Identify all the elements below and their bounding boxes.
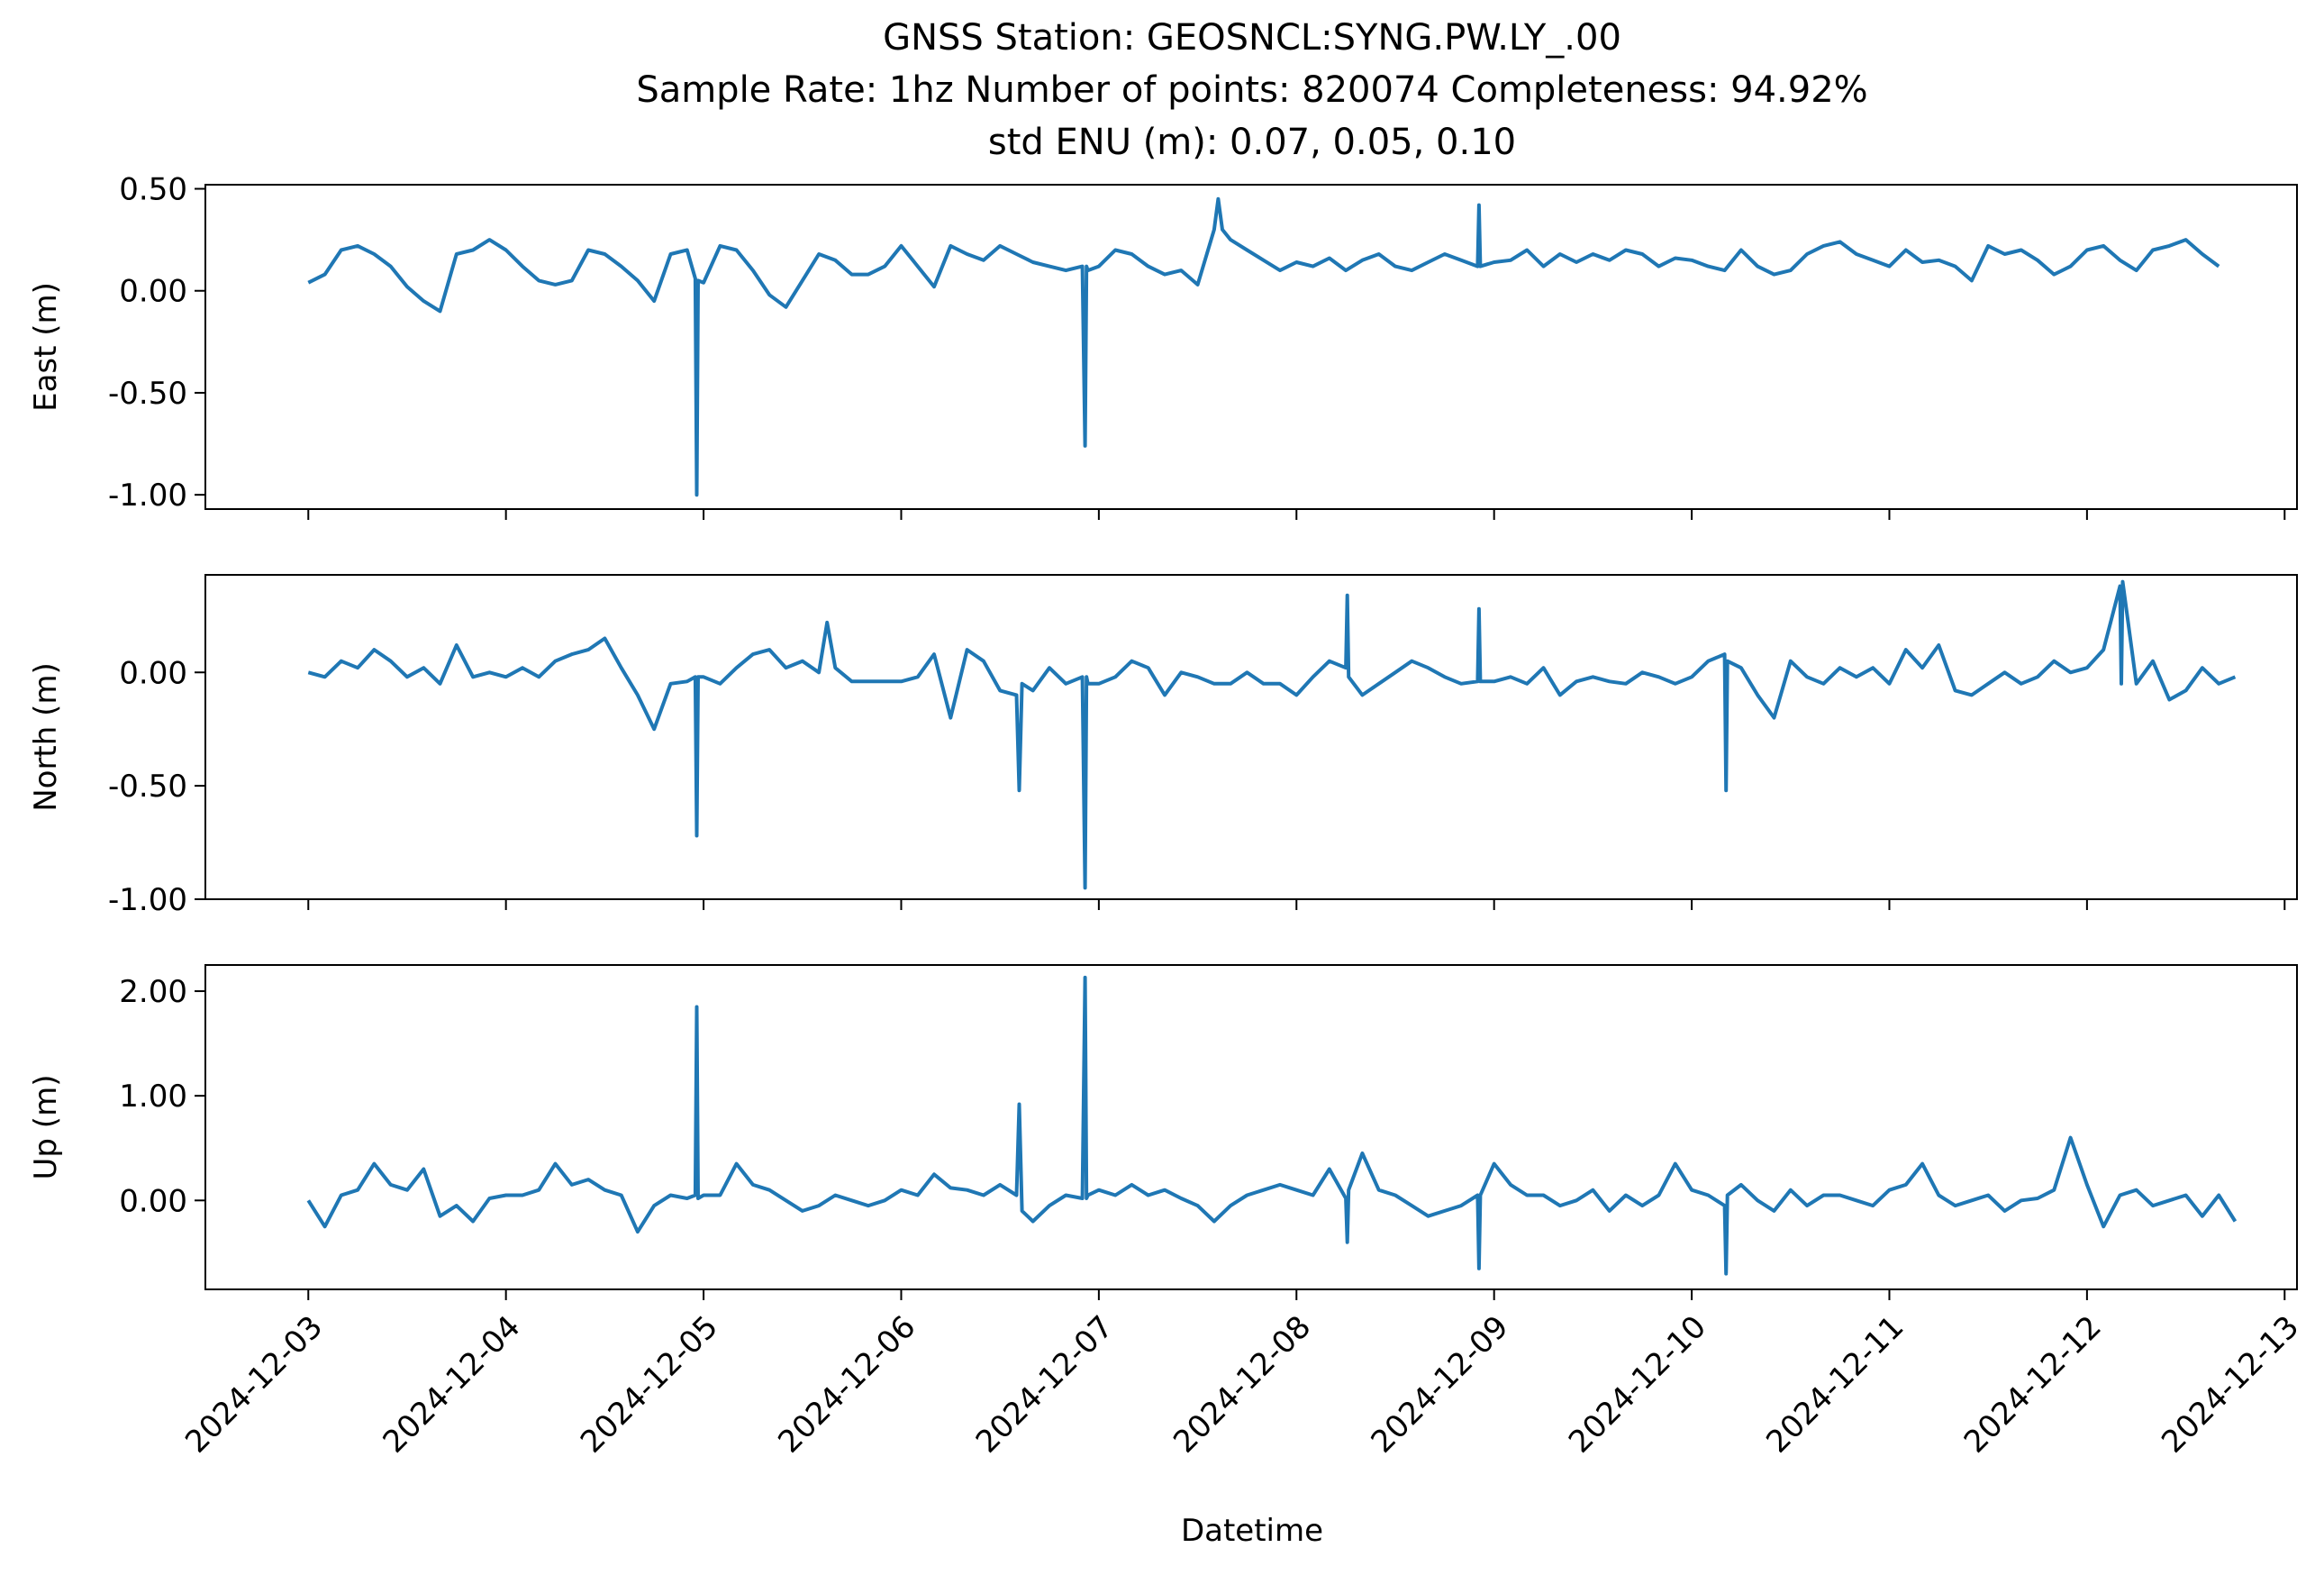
y-tick-label: -1.00 xyxy=(108,478,187,514)
y-tick-label: 0.00 xyxy=(119,274,187,310)
x-axis-label: Datetime xyxy=(1181,1513,1323,1549)
series-line-east xyxy=(307,196,2220,497)
plot-frame xyxy=(204,184,2298,510)
subplot-east: 0.50 0.00 -0.50 -1.00 East (m) xyxy=(28,172,2298,520)
y-tick-label: -0.50 xyxy=(108,376,187,412)
chart-title: GNSS Station: GEOSNCL:SYNG.PW.LY_.00 xyxy=(883,17,1621,59)
y-tick-label: 1.00 xyxy=(119,1079,187,1115)
y-tick-label: -0.50 xyxy=(108,769,187,805)
y-tick-label: 0.50 xyxy=(119,172,187,208)
subplot-north: 0.00 -0.50 -1.00 North (m) xyxy=(28,574,2298,918)
series-line-north xyxy=(307,579,2237,890)
chart-subtitle-sampling: Sample Rate: 1hz Number of points: 82007… xyxy=(636,69,1867,111)
plot-frame xyxy=(204,574,2298,900)
y-axis-label-east: East (m) xyxy=(28,282,64,412)
subplots: 0.50 0.00 -0.50 -1.00 East (m) 0.00 -0.50 -1.00… xyxy=(28,172,2298,1300)
y-axis-label-north: North (m) xyxy=(28,662,64,812)
chart-subtitle-std: std ENU (m): 0.07, 0.05, 0.10 xyxy=(988,122,1516,163)
plot-frame xyxy=(204,964,2298,1290)
y-tick-label: 0.00 xyxy=(119,1183,187,1219)
y-tick-label: -1.00 xyxy=(108,882,187,918)
y-axis-label-up: Up (m) xyxy=(28,1075,64,1180)
y-tick-label: 2.00 xyxy=(119,974,187,1010)
y-tick-label: 0.00 xyxy=(119,655,187,691)
subplot-up: 2.00 1.00 0.00 Up (m) xyxy=(28,964,2298,1300)
series-line-up xyxy=(306,975,2238,1276)
